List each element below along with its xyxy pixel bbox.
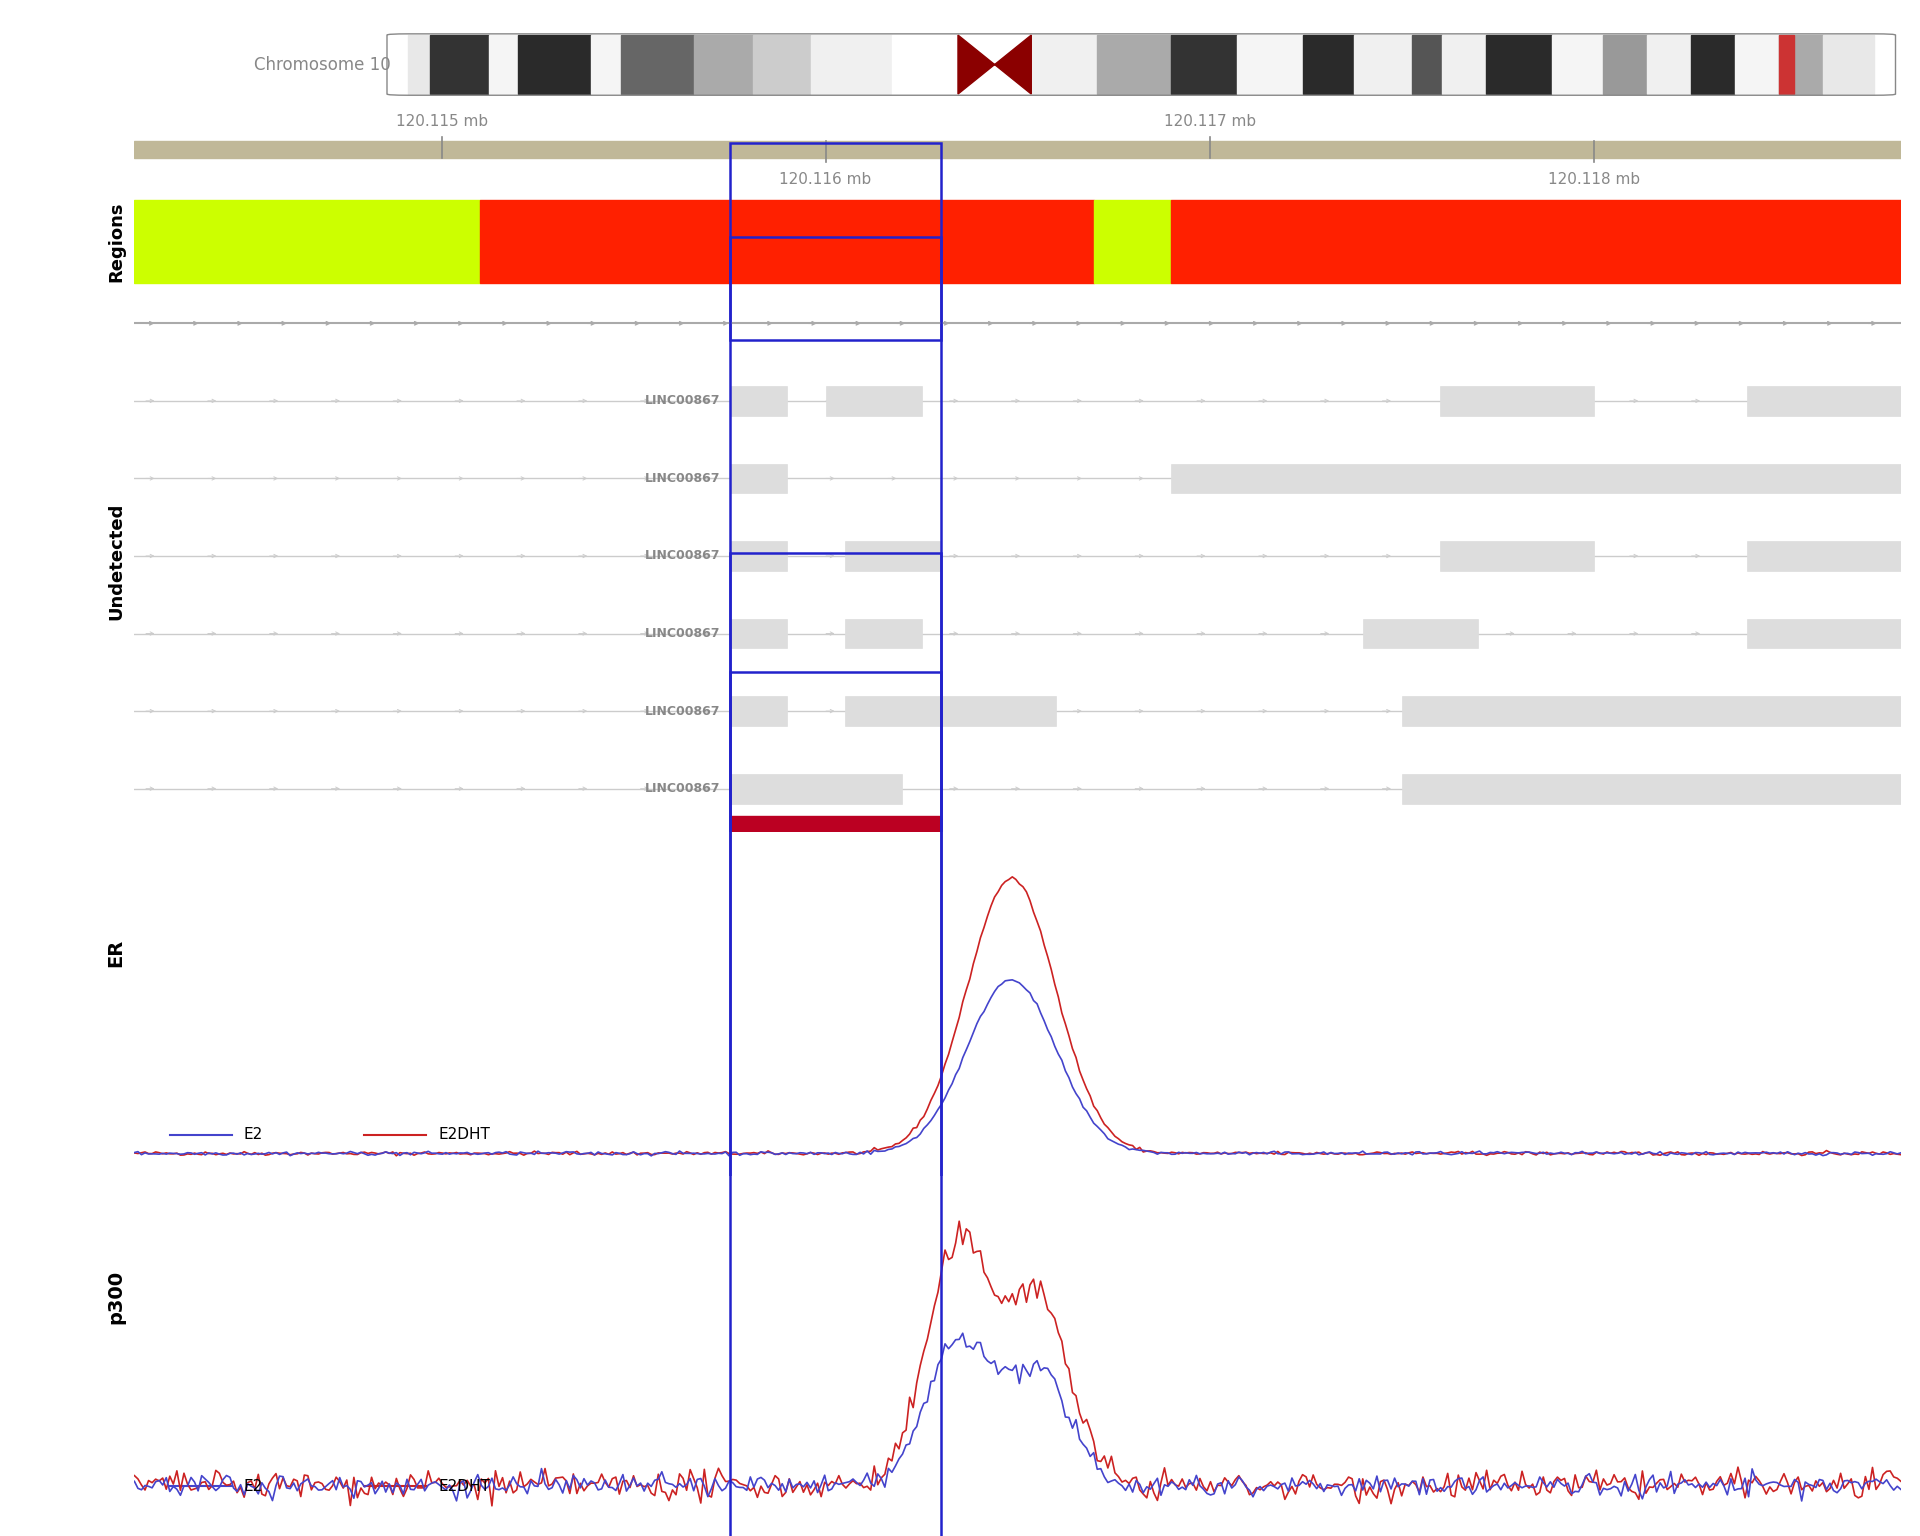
Bar <box>730 696 787 727</box>
Bar <box>480 200 1094 283</box>
Text: 120.117 mb: 120.117 mb <box>1164 114 1256 129</box>
Bar <box>620 35 695 94</box>
Bar <box>1780 35 1793 94</box>
Bar <box>730 816 941 833</box>
Text: 120.116 mb: 120.116 mb <box>780 172 872 187</box>
Bar <box>490 35 518 94</box>
Text: E2DHT: E2DHT <box>438 1479 490 1493</box>
Bar <box>845 619 922 648</box>
Bar <box>845 696 1056 727</box>
Bar <box>1780 35 1822 94</box>
Text: E2DHT: E2DHT <box>438 1127 490 1143</box>
Bar <box>1440 386 1594 416</box>
Text: 120.115 mb: 120.115 mb <box>396 114 488 129</box>
Bar <box>1171 200 1901 283</box>
Bar <box>1171 35 1236 94</box>
Bar <box>1822 35 1874 94</box>
Bar <box>730 774 902 803</box>
Bar <box>730 237 941 886</box>
Bar <box>730 143 941 339</box>
Bar <box>730 541 787 571</box>
Text: 120.118 mb: 120.118 mb <box>1548 172 1640 187</box>
Text: p300: p300 <box>108 1270 125 1324</box>
Bar <box>591 35 620 94</box>
Bar <box>1171 464 1901 493</box>
Text: Chromosome 10: Chromosome 10 <box>253 55 390 74</box>
Bar <box>1442 35 1486 94</box>
Bar <box>730 386 787 416</box>
Bar <box>695 35 753 94</box>
Bar <box>1736 35 1780 94</box>
Bar <box>1440 541 1594 571</box>
Bar <box>730 553 941 1536</box>
Bar <box>1031 35 1096 94</box>
Bar <box>1747 541 1901 571</box>
Bar <box>430 35 490 94</box>
Bar <box>730 619 787 648</box>
Polygon shape <box>958 35 1031 94</box>
Bar <box>134 200 480 283</box>
Text: LINC00867: LINC00867 <box>645 627 720 641</box>
Bar <box>730 673 941 1223</box>
Bar <box>1747 619 1901 648</box>
Bar <box>1096 35 1171 94</box>
Bar <box>1486 35 1551 94</box>
Bar <box>1551 35 1603 94</box>
Bar <box>812 35 893 94</box>
Bar <box>730 464 787 493</box>
Bar <box>1236 35 1302 94</box>
Bar <box>1647 35 1692 94</box>
Bar <box>1747 386 1901 416</box>
Bar <box>1354 35 1413 94</box>
Bar <box>893 35 958 94</box>
Bar <box>1692 35 1736 94</box>
Text: ER: ER <box>108 938 125 966</box>
Bar <box>753 35 812 94</box>
Text: Regions: Regions <box>108 201 125 283</box>
Text: E2: E2 <box>244 1479 263 1493</box>
Bar <box>845 541 941 571</box>
Text: LINC00867: LINC00867 <box>645 395 720 407</box>
Bar <box>1413 35 1442 94</box>
Text: LINC00867: LINC00867 <box>645 705 720 717</box>
Text: Undetected: Undetected <box>108 502 125 621</box>
Bar <box>1402 774 1901 803</box>
Text: LINC00867: LINC00867 <box>645 782 720 796</box>
Text: E2: E2 <box>244 1127 263 1143</box>
Bar <box>1302 35 1354 94</box>
Bar <box>1363 619 1478 648</box>
Bar <box>134 140 1901 158</box>
Text: LINC00867: LINC00867 <box>645 550 720 562</box>
Bar <box>826 386 922 416</box>
Bar <box>1603 35 1647 94</box>
Text: LINC00867: LINC00867 <box>645 472 720 485</box>
Bar <box>1094 200 1171 283</box>
Bar <box>518 35 591 94</box>
Bar <box>1402 696 1901 727</box>
Bar <box>409 35 430 94</box>
